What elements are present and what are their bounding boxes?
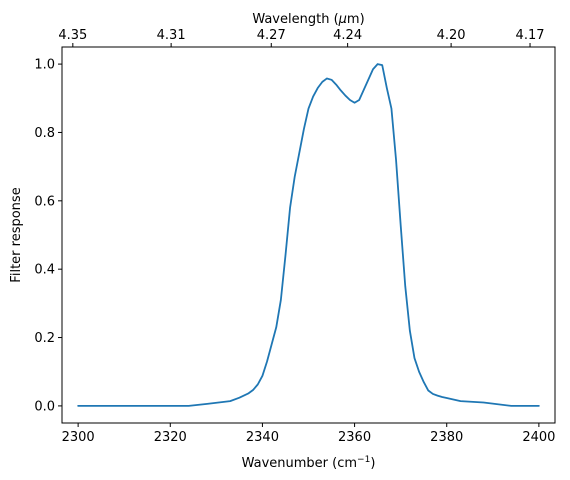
y-tick-label: 0.4 — [34, 263, 55, 278]
x-axis-title: Wavenumber (cm−1) — [242, 455, 376, 471]
x-tick-label: 2340 — [246, 430, 279, 445]
top-tick-label: 4.35 — [58, 28, 87, 43]
top-axis-title: Wavelength (μm) — [252, 12, 364, 27]
y-axis-ticks: 0.0 0.2 0.4 0.6 0.8 1.0 — [34, 58, 62, 414]
y-tick-label: 0.6 — [34, 194, 55, 209]
x-tick-label: 2320 — [154, 430, 187, 445]
x-tick-label: 2380 — [430, 430, 463, 445]
y-tick-label: 1.0 — [34, 58, 55, 73]
y-tick-label: 0.8 — [34, 126, 55, 141]
top-axis-ticks: 4.35 4.31 4.27 4.24 4.20 4.17 — [58, 28, 545, 47]
top-tick-label: 4.27 — [257, 28, 286, 43]
x-tick-label: 2300 — [62, 430, 95, 445]
top-tick-label: 4.24 — [333, 28, 362, 43]
x-tick-label: 2360 — [338, 430, 371, 445]
top-tick-label: 4.17 — [516, 28, 545, 43]
y-tick-label: 0.0 — [34, 399, 55, 414]
plot-frame — [61, 46, 556, 424]
series-line-0 — [77, 63, 540, 407]
y-axis-title: Filter response — [9, 187, 24, 282]
x-tick-label: 2400 — [522, 430, 555, 445]
y-tick-label: 0.2 — [34, 331, 55, 346]
top-tick-label: 4.31 — [157, 28, 186, 43]
x-axis-ticks: 2300 2320 2340 2360 2380 2400 — [62, 423, 555, 445]
data-layer — [77, 63, 540, 407]
top-tick-label: 4.20 — [437, 28, 466, 43]
